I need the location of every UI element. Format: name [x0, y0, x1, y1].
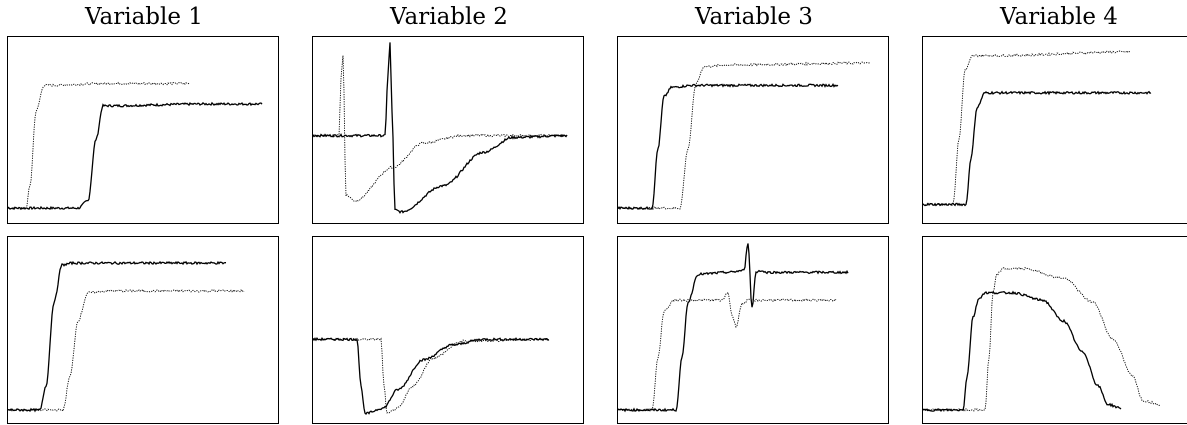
plot-area: [8, 260, 245, 413]
series-line-solid: [618, 243, 849, 413]
series-line-solid: [8, 101, 263, 211]
panel-row1-var3: [617, 36, 889, 224]
series-line-solid: [923, 90, 1152, 207]
series-line-solid: [313, 42, 568, 214]
plot-area: [618, 243, 849, 413]
series-line-solid: [618, 83, 839, 211]
column-title-variable-2: Variable 2: [390, 4, 508, 30]
panel-row2-var3: [617, 236, 889, 424]
panel-row1-var1: [7, 36, 279, 224]
plot-area: [618, 61, 871, 211]
plot-area: [313, 336, 550, 415]
plot-area: [923, 266, 1162, 412]
series-line-solid: [923, 290, 1122, 412]
plot-area: [923, 50, 1152, 207]
series-line-dotted: [8, 81, 190, 210]
panel-row2-var4: [922, 236, 1187, 424]
plot-area: [8, 81, 263, 211]
series-line-dotted: [8, 289, 245, 413]
panel-row1-var2: [312, 36, 584, 224]
column-title-variable-4: Variable 4: [1000, 4, 1118, 30]
series-line-solid: [8, 260, 227, 413]
column-title-variable-3: Variable 3: [695, 4, 813, 30]
panel-row2-var2: [312, 236, 584, 424]
series-line-dotted: [923, 50, 1132, 207]
series-line-solid: [313, 336, 550, 415]
panel-row2-var1: [7, 236, 279, 424]
plot-area: [313, 42, 568, 214]
series-line-dotted: [313, 337, 549, 414]
series-line-dotted: [618, 291, 837, 413]
column-title-variable-1: Variable 1: [85, 4, 203, 30]
panel-row1-var4: [922, 36, 1187, 224]
series-line-dotted: [923, 266, 1162, 412]
series-line-dotted: [313, 55, 568, 202]
series-line-dotted: [618, 61, 871, 210]
